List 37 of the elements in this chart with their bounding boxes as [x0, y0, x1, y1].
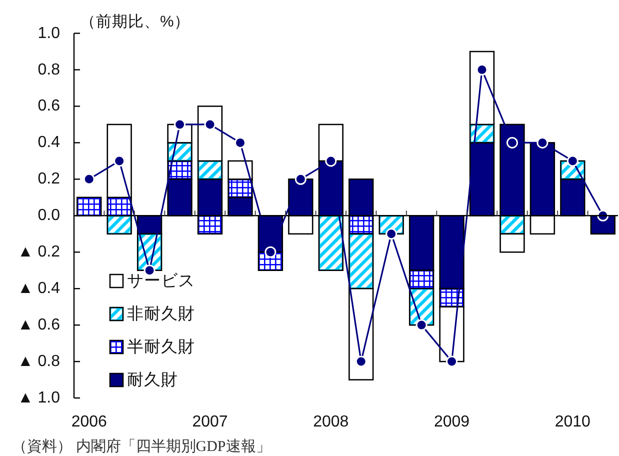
text: （資料） 内閣府「四半期別GDP速報」	[12, 438, 271, 455]
y-tick-label: 0.6	[38, 98, 60, 115]
legend-label: 非耐久財	[127, 305, 195, 323]
x-tick-label: 2008	[313, 414, 349, 430]
x-tick-label: 2010	[554, 414, 591, 430]
point	[386, 228, 398, 240]
y-tick-label: 0.2	[38, 170, 60, 188]
legend-label: 耐久財	[127, 371, 178, 389]
y-tick-label: 0.0	[38, 207, 60, 224]
point	[144, 264, 156, 276]
point	[204, 118, 216, 130]
x-tick-label: 2007	[192, 414, 228, 430]
point	[506, 136, 518, 148]
legend-label: 半耐久財	[127, 338, 195, 356]
point	[416, 319, 428, 331]
point	[566, 155, 578, 167]
point	[476, 64, 488, 76]
x-tick-label: 2006	[71, 414, 108, 430]
y-tick-label: ▲ 0.4	[17, 280, 60, 298]
y-tick-label: 1.0	[38, 24, 60, 42]
point	[294, 173, 306, 185]
y-tick-label: ▲ 0.8	[17, 353, 60, 370]
y-tick-label: ▲ 0.6	[17, 316, 60, 334]
y-tick-label: 0.4	[38, 134, 60, 152]
y-axis-title: （前期比、%）	[80, 12, 190, 30]
point	[264, 246, 276, 258]
point	[446, 356, 458, 368]
y-tick-label: 0.8	[38, 61, 60, 78]
legend-label: サービス	[127, 272, 195, 290]
point	[355, 356, 367, 368]
y-tick-label: ▲ 0.2	[17, 244, 60, 261]
point	[114, 155, 126, 167]
point	[325, 155, 337, 167]
x-tick-label: 2009	[434, 414, 470, 430]
point	[174, 118, 186, 130]
y-tick-label: ▲ 1.0	[17, 390, 60, 406]
point	[83, 173, 95, 185]
